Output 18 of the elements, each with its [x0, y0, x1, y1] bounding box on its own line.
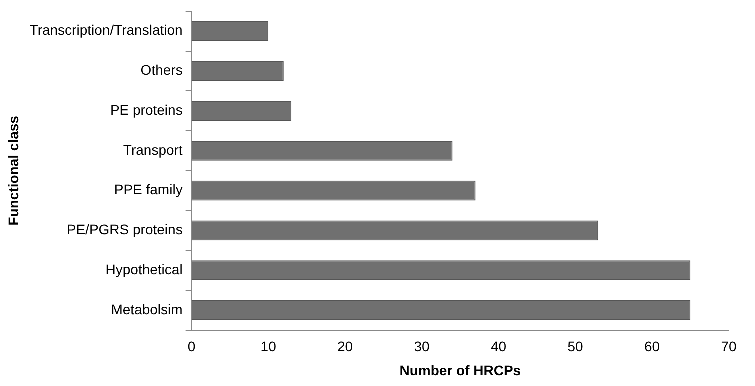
- x-tick-label: 20: [338, 338, 354, 355]
- y-tick-label: PE proteins: [110, 102, 183, 118]
- y-tick-label: Metabolsim: [111, 301, 183, 318]
- y-tick-label: Transport: [123, 142, 183, 158]
- y-tick-label: Hypothetical: [106, 261, 183, 278]
- x-tick-label: 70: [721, 338, 737, 355]
- x-axis-title: Number of HRCPs: [400, 362, 522, 378]
- y-tick-label: Transcription/Translation: [30, 22, 183, 38]
- x-tick-label: 40: [490, 338, 507, 355]
- x-tick-label: 0: [188, 338, 196, 355]
- y-tick-label: PPE family: [114, 182, 183, 198]
- x-tick-label: 30: [414, 338, 430, 355]
- y-axis-title: Functional class: [5, 116, 22, 226]
- y-tick-label: PE/PGRS proteins: [66, 222, 183, 238]
- x-tick-label: 50: [568, 338, 584, 355]
- y-tick-label: Others: [140, 62, 183, 78]
- x-tick-label: 60: [644, 338, 660, 355]
- x-tick-label: 10: [260, 338, 277, 355]
